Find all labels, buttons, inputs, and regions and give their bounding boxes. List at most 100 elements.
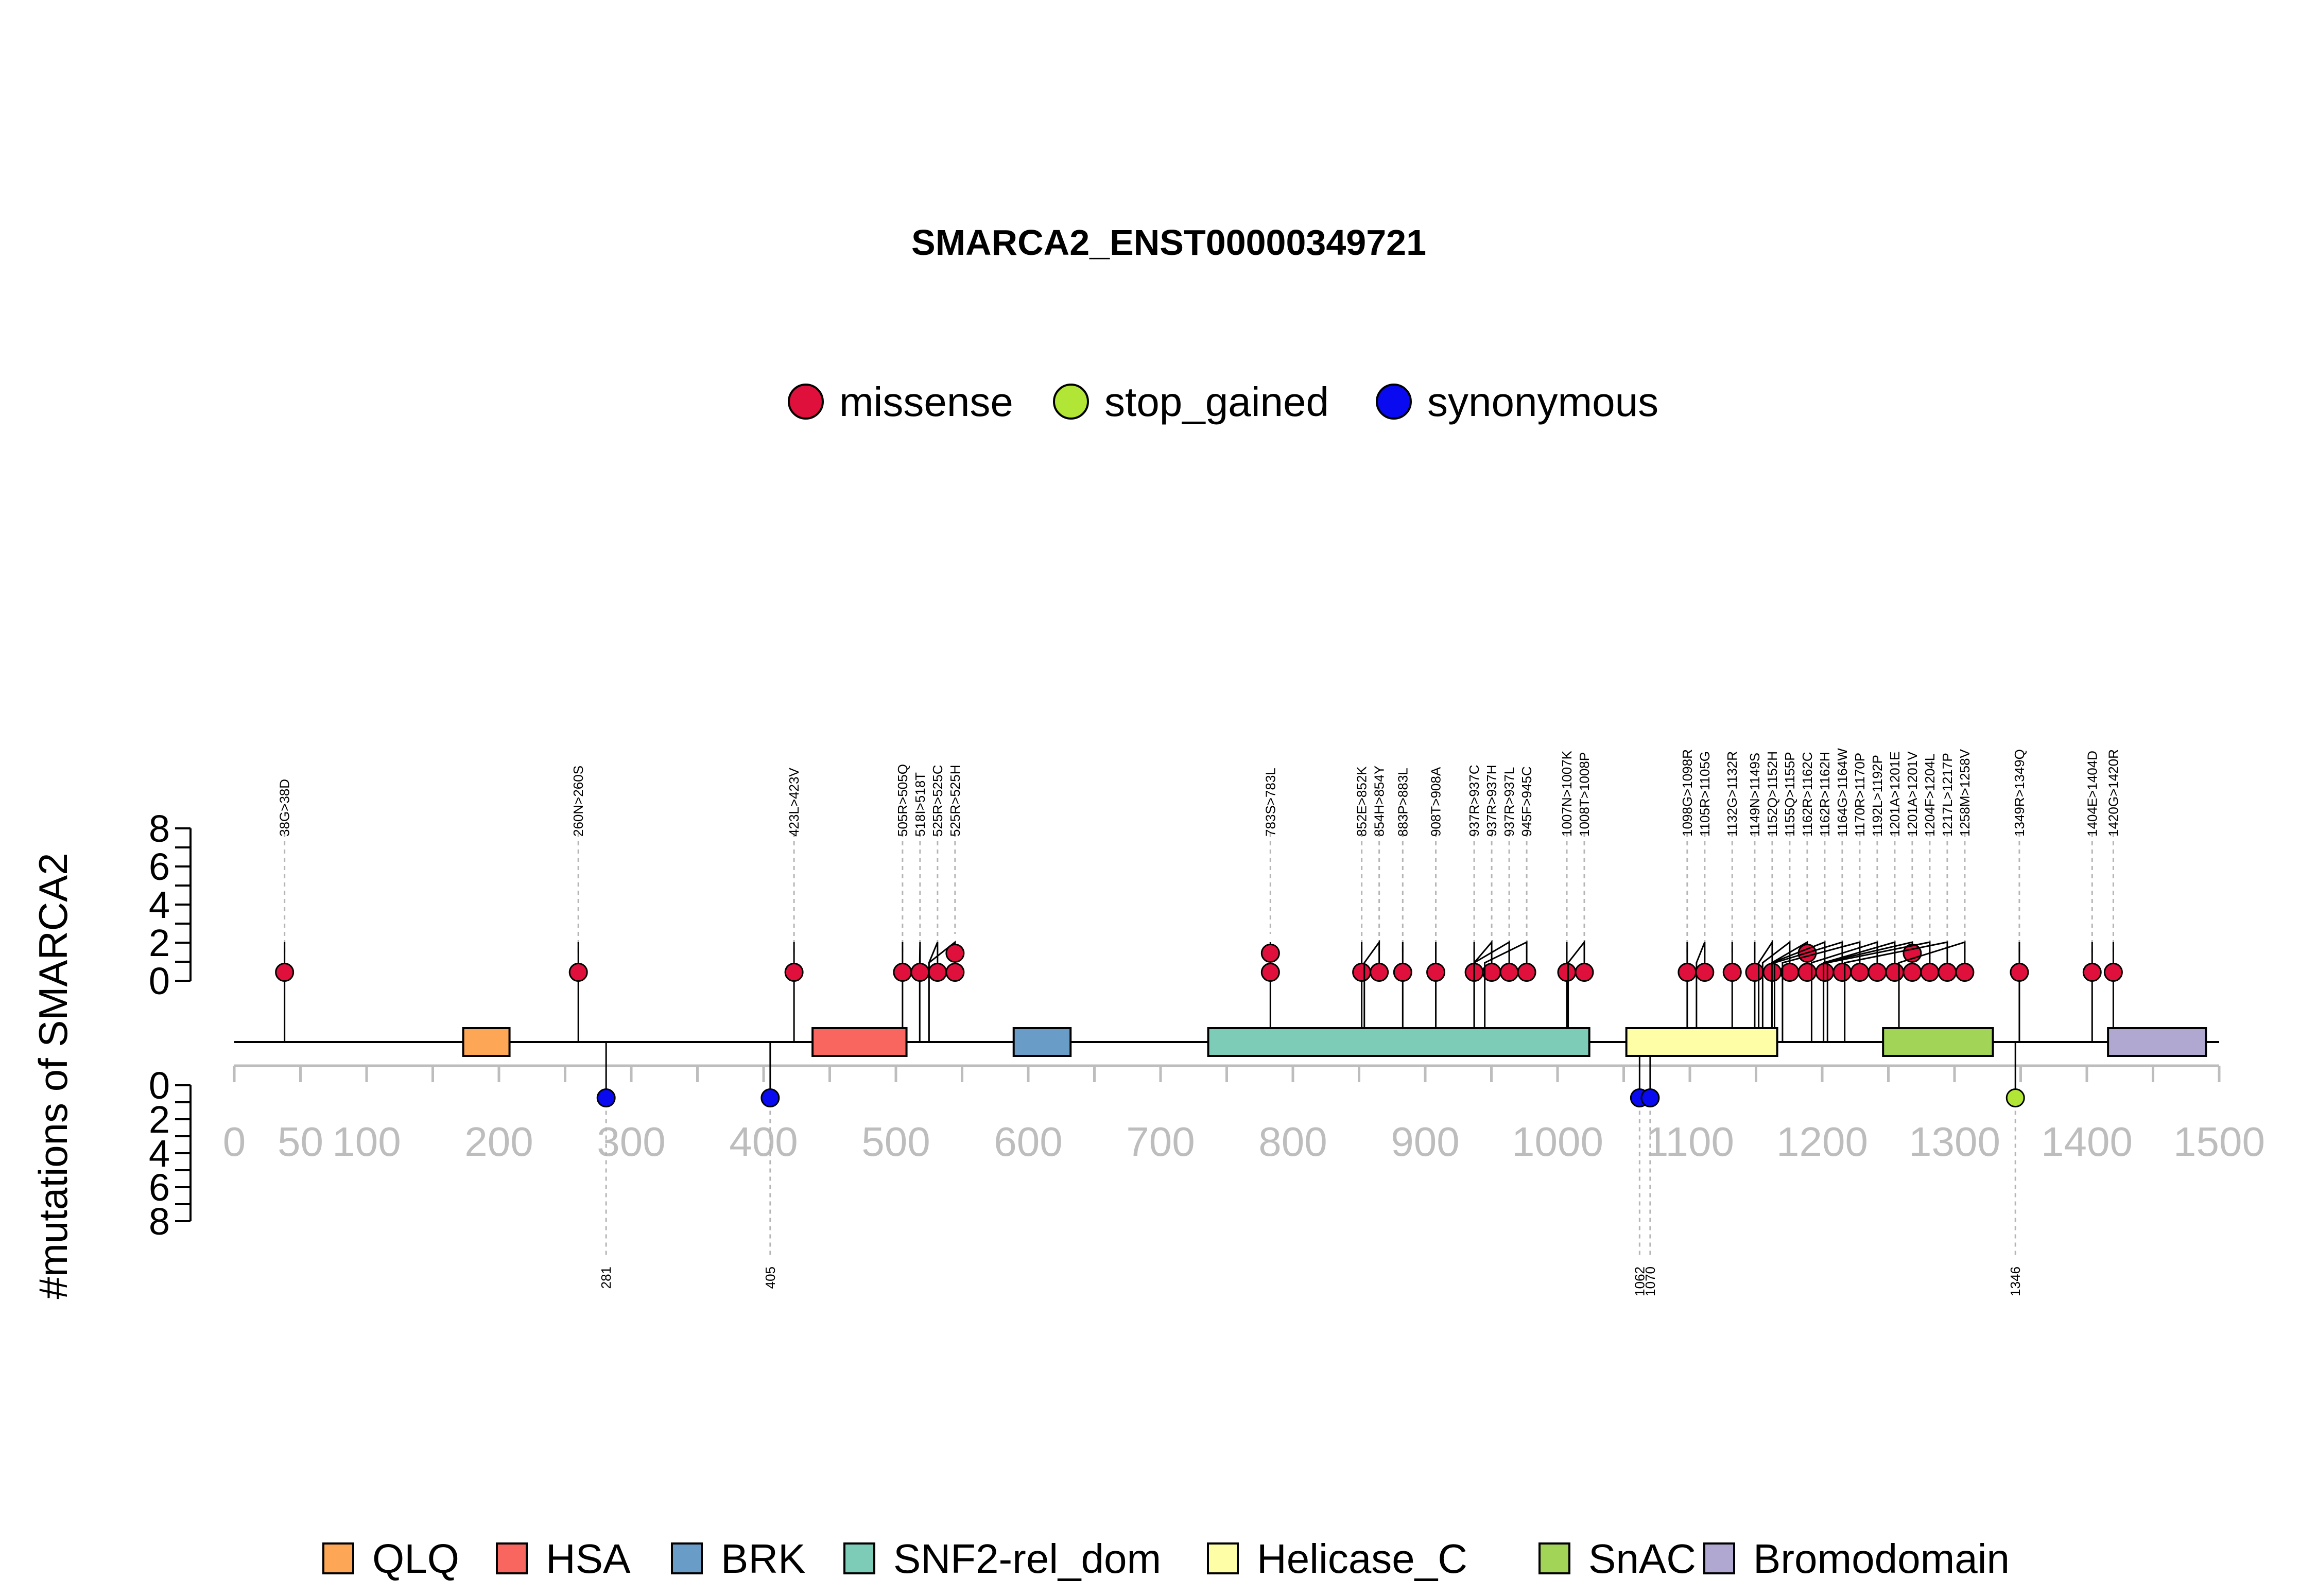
y-axis-upper-tick-label: 8 <box>149 807 170 850</box>
domain-legend-label-SnAC: SnAC <box>1588 1536 1696 1582</box>
x-axis-tick-label: 1200 <box>1776 1119 1868 1165</box>
mutation-label: 1201A>1201V <box>1905 751 1920 837</box>
domain-QLQ <box>462 1027 511 1057</box>
y-axis-lower-tick-label: 4 <box>149 1132 170 1175</box>
mutation-label: 1192L>1192P <box>1870 755 1885 837</box>
mutation-label: 423L>423V <box>786 768 802 837</box>
mutation-point-missense <box>568 963 588 982</box>
mutation-label: 1204F>1204L <box>1922 754 1938 837</box>
mutation-point-missense <box>1575 963 1594 982</box>
mutation-label: 937R>937L <box>1501 767 1517 837</box>
lower-mutation-point-stop_gained <box>2005 1088 2025 1107</box>
mutation-point-missense <box>1678 963 1697 982</box>
domain-legend-label-Bromodomain: Bromodomain <box>1753 1536 2010 1582</box>
mutation-point-missense <box>910 963 930 982</box>
mutation-label: 945F>945C <box>1519 766 1534 837</box>
x-axis-tick-label: 50 <box>278 1119 323 1165</box>
mutation-point-missense <box>1850 963 1870 982</box>
x-axis-tick-label: 700 <box>1126 1119 1195 1165</box>
legend-marker-synonymous <box>1376 384 1412 420</box>
mutation-label: 260N>260S <box>570 766 586 837</box>
mutation-point-missense <box>1393 963 1412 982</box>
mutation-stem <box>1696 942 1706 1042</box>
mutation-point-missense <box>1955 963 1975 982</box>
x-axis-tick-label: 300 <box>597 1119 665 1165</box>
mutation-label: 1349R>1349Q <box>2012 749 2027 837</box>
domain-legend-swatch-SNF2-rel_dom <box>843 1542 875 1574</box>
domain-legend-label-Helicase_C: Helicase_C <box>1257 1536 1467 1582</box>
domain-legend-label-HSA: HSA <box>546 1536 631 1582</box>
mutation-point-missense <box>893 963 912 982</box>
mutation-point-missense <box>1499 963 1519 982</box>
mutation-label: 852E>852K <box>1354 766 1370 837</box>
legend-marker-missense <box>788 384 824 420</box>
mutation-point-missense <box>1260 944 1280 963</box>
lower-mutation-label: 281 <box>598 1267 614 1289</box>
mutation-point-missense <box>1938 963 1957 982</box>
legend-label-missense: missense <box>839 379 1013 425</box>
domains <box>462 1027 2207 1057</box>
x-axis-tick-label: 400 <box>729 1119 798 1165</box>
domain-legend-label-BRK: BRK <box>721 1536 806 1582</box>
mutation-stem <box>1473 941 1510 1042</box>
mutation-label: 937R>937H <box>1484 765 1499 837</box>
mutation-label: 1007N>1007K <box>1559 750 1575 837</box>
lower-mutation-point-synonymous <box>760 1088 780 1107</box>
domain-legend-swatch-Bromodomain <box>1703 1542 1735 1574</box>
domain-SNF2-rel_dom <box>1207 1027 1590 1057</box>
x-axis-tick-label: 1000 <box>1512 1119 1603 1165</box>
mutation-point-missense <box>1920 963 1940 982</box>
mutation-label: 854H>854Y <box>1372 766 1387 837</box>
mutation-label: 1105R>1105G <box>1697 751 1713 837</box>
domain-legend-swatch-BRK <box>671 1542 703 1574</box>
mutation-stem <box>1898 941 1966 1042</box>
y-axis-lower-tick-label: 0 <box>149 1064 170 1107</box>
mutation-label: 1008T>1008P <box>1577 752 1592 837</box>
mutation-point-missense <box>1426 963 1446 982</box>
domain-SnAC <box>1882 1027 1994 1057</box>
y-axis-lower-tick-label: 8 <box>149 1200 170 1243</box>
upper-mutations: 38G>38D 260N>260S 423L>423V 505R>505Q 518I>5… <box>275 748 2123 1042</box>
y-axis-upper-tick-label: 6 <box>149 845 170 888</box>
y-axis-label: #mutations of SMARCA2 <box>30 853 76 1299</box>
mutation-stem <box>1844 941 1948 1042</box>
domain-Helicase_C <box>1625 1027 1778 1057</box>
mutation-stem <box>1363 940 1380 1042</box>
mutation-label: 38G>38D <box>277 779 292 837</box>
mutation-point-missense <box>1903 963 1922 982</box>
mutation-stem <box>1782 941 1861 1042</box>
mutation-point-missense <box>1352 963 1372 982</box>
mutation-point-missense <box>1370 963 1389 982</box>
domain-legend-swatch-QLQ <box>322 1542 354 1574</box>
legend-label-synonymous: synonymous <box>1427 379 1658 425</box>
domain-Bromodomain <box>2107 1027 2207 1057</box>
mutation-legend: missense stop_gained synonymous <box>788 379 1658 425</box>
mutation-point-missense <box>2103 963 2123 982</box>
x-axis-tick-label: 100 <box>332 1119 401 1165</box>
mutation-label: 1162R>1162H <box>1817 752 1832 837</box>
mutation-point-missense <box>1695 963 1715 982</box>
mutation-point-missense <box>1557 963 1577 982</box>
mutation-point-missense <box>1868 963 1887 982</box>
mutation-point-missense <box>275 963 295 982</box>
x-axis-tick-label: 900 <box>1391 1119 1459 1165</box>
mutation-label: 1152Q>1152H <box>1765 751 1780 837</box>
domain-legend-label-SNF2-rel_dom: SNF2-rel_dom <box>893 1536 1161 1582</box>
mutation-point-missense <box>784 963 804 982</box>
mutation-stem <box>1761 940 1791 1042</box>
mutation-label: 518I>518T <box>912 772 928 837</box>
mutation-point-missense <box>2082 963 2102 982</box>
mutation-label: 883P>883L <box>1395 768 1410 837</box>
domain-HSA <box>811 1027 908 1057</box>
x-axis-tick-label: 800 <box>1258 1119 1327 1165</box>
mutation-point-missense <box>1517 963 1536 982</box>
lower-mutation-label: 405 <box>763 1267 778 1289</box>
mutation-point-missense <box>1745 963 1765 982</box>
mutation-stem <box>1758 939 1773 1042</box>
x-axis-tick-label: 1100 <box>1646 1119 1734 1165</box>
lower-mutation-point-synonymous <box>596 1088 616 1107</box>
